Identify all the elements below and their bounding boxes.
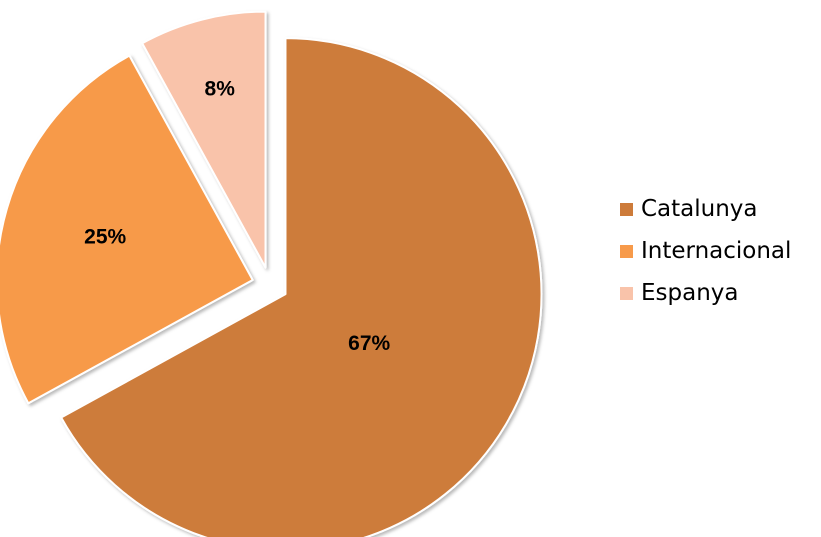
legend-label-catalunya: Catalunya	[641, 196, 758, 222]
pie-slices	[0, 10, 543, 537]
pie-slice-internacional	[0, 54, 254, 405]
chart-legend: Catalunya Internacional Espanya	[620, 188, 791, 314]
pie-data-labels: 67% 25% 8%	[84, 78, 390, 356]
data-label-espanya: 8%	[205, 78, 236, 101]
pie-slice-espanya	[141, 10, 267, 269]
legend-label-espanya: Espanya	[641, 280, 739, 306]
legend-swatch-espanya	[620, 286, 633, 300]
data-label-internacional: 25%	[84, 226, 126, 249]
legend-label-internacional: Internacional	[641, 238, 792, 264]
legend-swatch-internacional	[620, 244, 633, 258]
legend-item-espanya: Espanya	[620, 272, 791, 314]
legend-swatch-catalunya	[620, 202, 633, 216]
data-label-catalunya: 67%	[348, 332, 390, 355]
legend-item-catalunya: Catalunya	[620, 188, 791, 230]
legend-item-internacional: Internacional	[620, 230, 791, 272]
pie-slice-catalunya	[60, 37, 543, 537]
